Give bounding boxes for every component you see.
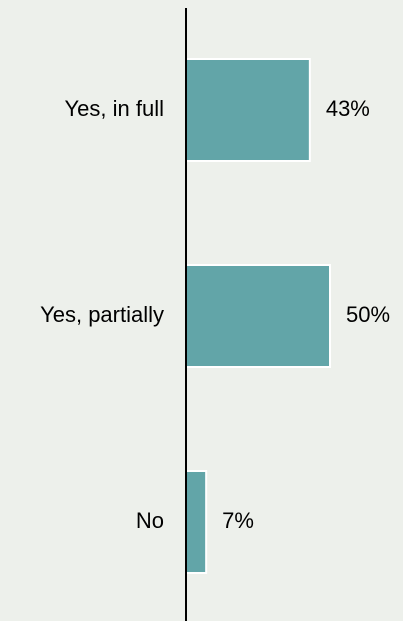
bar-0	[185, 58, 311, 162]
bars-group	[185, 58, 331, 574]
value-labels-group: 43% 50% 7%	[222, 96, 390, 533]
category-labels-group: Yes, in full Yes, partially No	[40, 96, 164, 533]
value-label-0: 43%	[326, 96, 370, 121]
value-label-2: 7%	[222, 508, 254, 533]
value-label-1: 50%	[346, 302, 390, 327]
category-label-1: Yes, partially	[40, 302, 164, 327]
category-label-2: No	[136, 508, 164, 533]
bar-1	[185, 264, 331, 368]
category-label-0: Yes, in full	[65, 96, 164, 121]
bar-2	[185, 470, 208, 574]
